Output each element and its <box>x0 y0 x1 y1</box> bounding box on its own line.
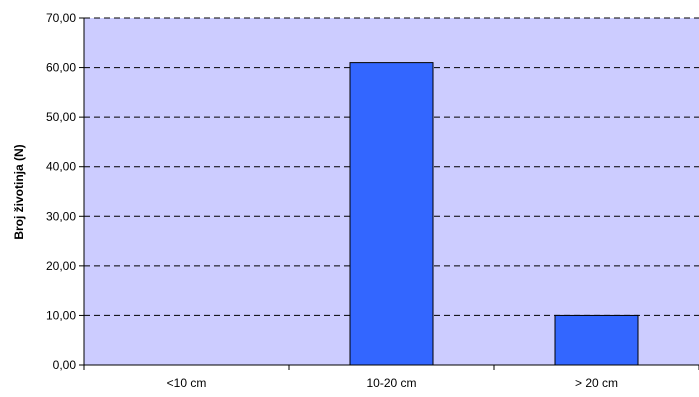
y-tick-label: 60,00 <box>46 61 76 75</box>
gridlines <box>84 17 699 316</box>
y-tick-label: 50,00 <box>46 110 76 124</box>
y-axis-title: Broj životinja (N) <box>12 144 26 239</box>
bars <box>349 62 639 366</box>
y-axis: 0,00 10,00 20,00 30,00 40,00 50,00 60,00 70,00 <box>46 11 85 372</box>
bar <box>554 314 639 366</box>
bar <box>349 62 434 366</box>
x-axis: <10 cm 10-20 cm > 20 cm <box>83 364 699 390</box>
y-tick-label: 70,00 <box>46 11 76 25</box>
x-tick-label: > 20 cm <box>575 376 618 390</box>
y-tick-label: 10,00 <box>46 308 76 322</box>
y-tick-label: 40,00 <box>46 160 76 174</box>
y-tick-label: 20,00 <box>46 259 76 273</box>
y-tick-label: 30,00 <box>46 209 76 223</box>
x-tick-label: 10-20 cm <box>366 376 416 390</box>
x-tick-label: <10 cm <box>167 376 207 390</box>
y-tick-label: 0,00 <box>53 358 77 372</box>
